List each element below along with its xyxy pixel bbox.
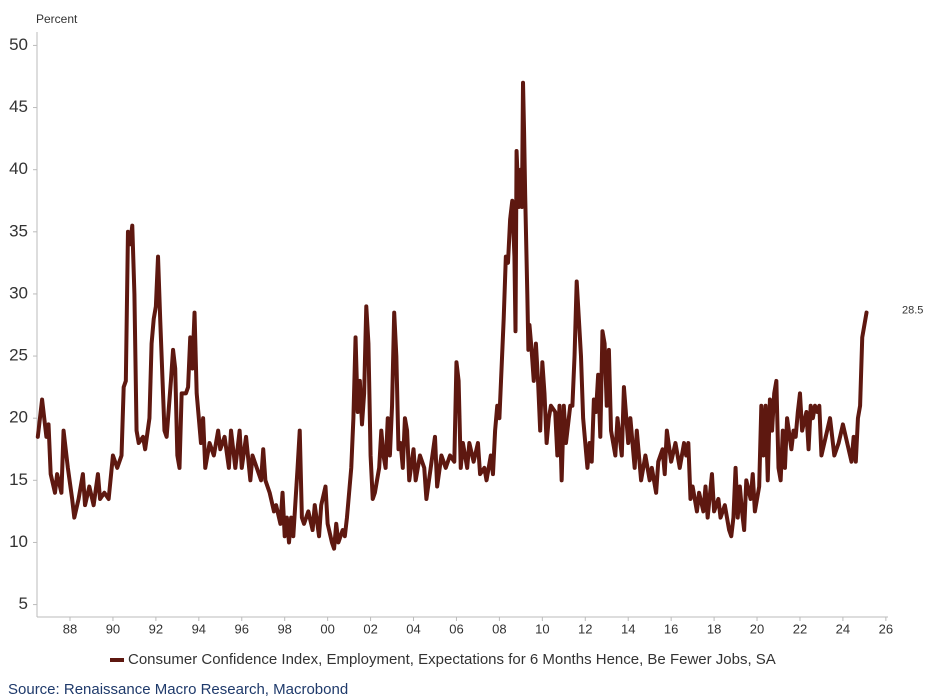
x-tick-label: 26 <box>879 621 893 636</box>
y-tick-label: 5 <box>19 594 28 613</box>
x-tick-label: 98 <box>277 621 291 636</box>
x-tick-label: 12 <box>578 621 592 636</box>
x-tick-label: 04 <box>406 621 420 636</box>
x-tick-label: 92 <box>149 621 163 636</box>
y-tick-label: 10 <box>9 532 28 551</box>
y-tick-label: 50 <box>9 35 28 54</box>
x-tick-label: 00 <box>320 621 334 636</box>
series-line <box>35 80 869 551</box>
x-tick-label: 08 <box>492 621 506 636</box>
x-tick-label: 16 <box>664 621 678 636</box>
x-tick-label: 14 <box>621 621 635 636</box>
y-tick-label: 15 <box>9 470 28 489</box>
y-axis-label: Percent <box>36 12 78 26</box>
x-tick-label: 24 <box>836 621 850 636</box>
x-tick-label: 20 <box>750 621 764 636</box>
x-tick-label: 02 <box>363 621 377 636</box>
x-tick-label: 90 <box>106 621 120 636</box>
y-tick-label: 20 <box>9 408 28 427</box>
x-tick-label: 18 <box>707 621 721 636</box>
legend-label: Consumer Confidence Index, Employment, E… <box>128 651 776 668</box>
y-tick-label: 45 <box>9 97 28 116</box>
x-tick-label: 10 <box>535 621 549 636</box>
x-tick-label: 96 <box>235 621 249 636</box>
y-tick-label: 40 <box>9 159 28 178</box>
y-tick-label: 25 <box>9 346 28 365</box>
x-tick-label: 22 <box>793 621 807 636</box>
x-tick-label: 88 <box>63 621 77 636</box>
source: Source: Renaissance Macro Research, Macr… <box>8 681 348 698</box>
x-tick-label: 94 <box>192 621 206 636</box>
end-value-label: 28.5 <box>902 304 923 316</box>
y-tick-label: 30 <box>9 283 28 302</box>
y-tick-label: 35 <box>9 221 28 240</box>
x-tick-label: 06 <box>449 621 463 636</box>
